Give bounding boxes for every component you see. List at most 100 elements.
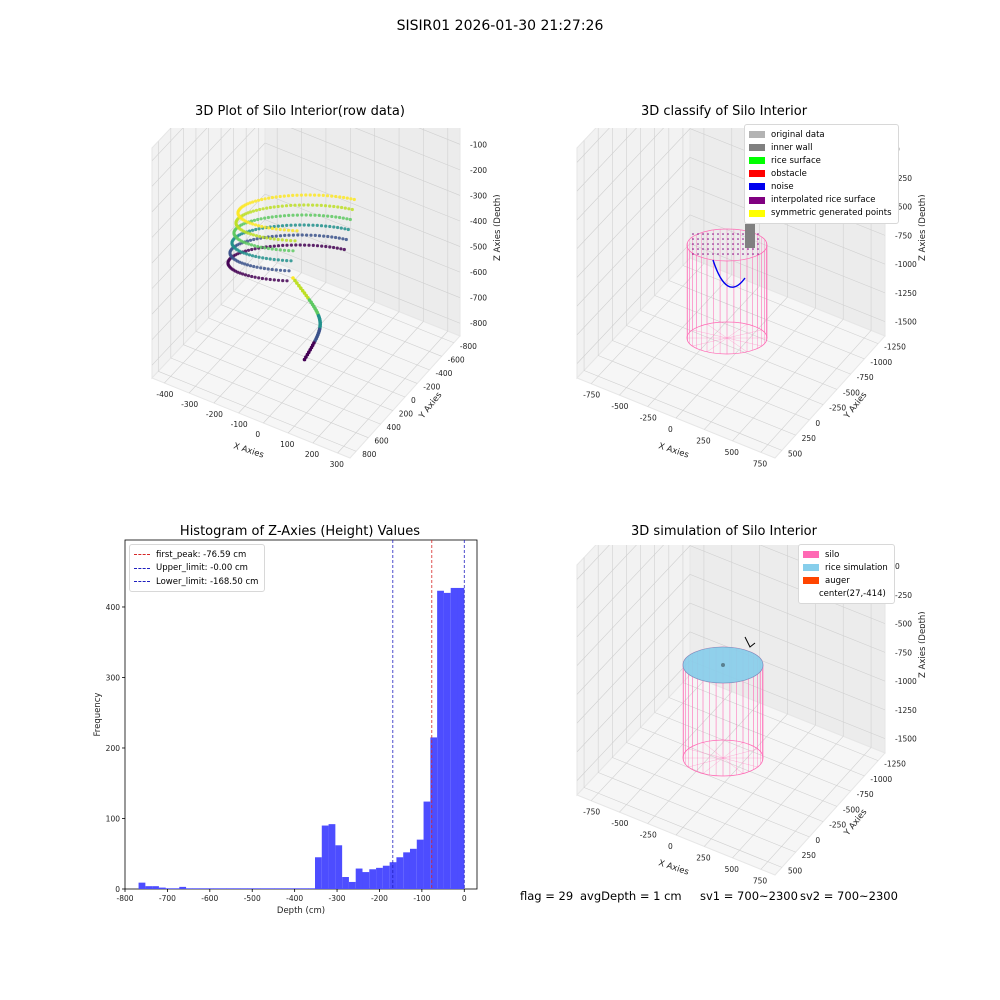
- z-tick-label: -250: [895, 174, 912, 183]
- interpolated-point: [737, 253, 739, 255]
- scatter-point: [328, 224, 332, 229]
- legend-swatch: [749, 131, 765, 139]
- scatter-point: [263, 225, 267, 229]
- center-marker: [721, 663, 725, 667]
- interpolated-point: [717, 253, 719, 255]
- z-tick-label: -1500: [895, 735, 917, 744]
- legend-label: rice surface: [771, 155, 821, 166]
- scatter-point: [282, 214, 287, 218]
- grid-line: [170, 357, 369, 438]
- interpolated-point: [697, 243, 699, 245]
- scatter-point: [255, 237, 259, 241]
- y-tick-label: 500: [788, 866, 803, 875]
- scatter-point: [281, 243, 285, 247]
- y-tick-label: -250: [829, 821, 846, 830]
- legend-item: inner wall: [749, 141, 892, 154]
- scatter-point: [299, 286, 303, 290]
- scatter-point: [313, 193, 317, 197]
- scatter-point: [304, 193, 308, 197]
- scatter-point: [253, 223, 258, 227]
- grid-line: [590, 680, 705, 801]
- scatter-point: [289, 203, 293, 207]
- scatter-point: [326, 234, 330, 239]
- legend-label: symmetric generated points: [771, 208, 892, 219]
- scatter-point: [321, 214, 326, 218]
- scatter-point: [342, 247, 346, 252]
- scatter-point: [243, 273, 248, 277]
- histogram-bar: [240, 888, 248, 889]
- silo-floor-spoke: [726, 337, 748, 353]
- x-tick-label: 0: [668, 842, 673, 851]
- z-tick-label: -750: [895, 231, 912, 240]
- legend-swatch: [803, 577, 819, 585]
- scatter-point: [308, 193, 312, 197]
- interpolated-point: [742, 243, 744, 245]
- scatter-point: [317, 193, 321, 197]
- legend-item: Lower_limit: -168.50 cm: [134, 575, 258, 589]
- scatter-point: [328, 245, 332, 249]
- interpolated-point: [692, 243, 694, 245]
- scatter-point: [297, 283, 301, 288]
- histogram-bar: [152, 886, 159, 889]
- scatter-point: [265, 206, 269, 210]
- scatter-point: [339, 226, 343, 230]
- legend-swatch: [749, 157, 765, 165]
- noise-points: [712, 259, 746, 288]
- scatter-point: [313, 213, 317, 217]
- scatter-point: [263, 216, 267, 220]
- scatter-point: [246, 211, 250, 215]
- scatter-point: [255, 265, 259, 269]
- scatter-point: [296, 233, 300, 237]
- grid-line: [760, 747, 872, 870]
- x-tick-label: -300: [181, 400, 198, 409]
- scatter-point: [295, 229, 299, 233]
- scatter-point: [272, 257, 276, 262]
- interpolated-point: [707, 238, 709, 240]
- scatter-point: [311, 223, 315, 227]
- z-tick-label: -600: [470, 268, 487, 277]
- grid-line: [668, 697, 865, 777]
- scatter-point: [337, 236, 341, 240]
- scatter-point: [322, 234, 326, 238]
- grid-line: [576, 602, 886, 724]
- silo-floor-spoke: [726, 329, 762, 339]
- silo-floor-spoke: [722, 757, 744, 774]
- scatter-point: [285, 259, 289, 263]
- x-tick-label: -250: [640, 831, 657, 840]
- interpolated-point: [732, 233, 734, 235]
- scatter-point: [264, 256, 268, 261]
- scatter-point: [244, 212, 248, 216]
- scatter-point: [299, 193, 303, 197]
- interpolated-point: [737, 248, 739, 250]
- plot1-3d-axes: -400-300-200-10001002003008006004002000-…: [151, 128, 500, 469]
- scatter-point: [265, 236, 269, 240]
- scatter-point: [339, 247, 343, 251]
- legend-swatch: [749, 209, 765, 217]
- histogram-bar: [158, 887, 166, 889]
- scatter-point: [345, 217, 349, 221]
- scatter-point: [343, 206, 347, 210]
- x-tick-label: 250: [696, 436, 711, 445]
- scatter-point: [276, 258, 280, 262]
- interpolated-point: [727, 238, 729, 240]
- scatter-point: [266, 246, 270, 251]
- grid-line: [576, 574, 886, 695]
- status-avg-depth: avgDepth = 1 cm: [580, 889, 682, 903]
- interpolated-point: [697, 253, 699, 255]
- histogram-bar: [260, 888, 268, 889]
- scatter-point: [341, 216, 345, 220]
- histogram-chart: -800 -700 -600 -500 -400 -300 -200 -100 0 0 100 200…: [93, 539, 478, 916]
- scatter-point: [291, 229, 295, 233]
- scatter-point: [332, 245, 336, 250]
- silo-floor-spoke: [722, 748, 758, 759]
- scatter-point: [246, 248, 251, 252]
- scatter-point: [341, 237, 345, 241]
- histogram-bar: [287, 888, 295, 889]
- scatter-point: [348, 217, 352, 222]
- status-sv1: sv1 = 700~2300: [700, 889, 798, 903]
- grid-line: [151, 244, 461, 366]
- scatter-point: [263, 197, 267, 201]
- scatter-point: [249, 210, 253, 214]
- scatter-point: [321, 193, 325, 197]
- histogram-bar: [253, 888, 261, 889]
